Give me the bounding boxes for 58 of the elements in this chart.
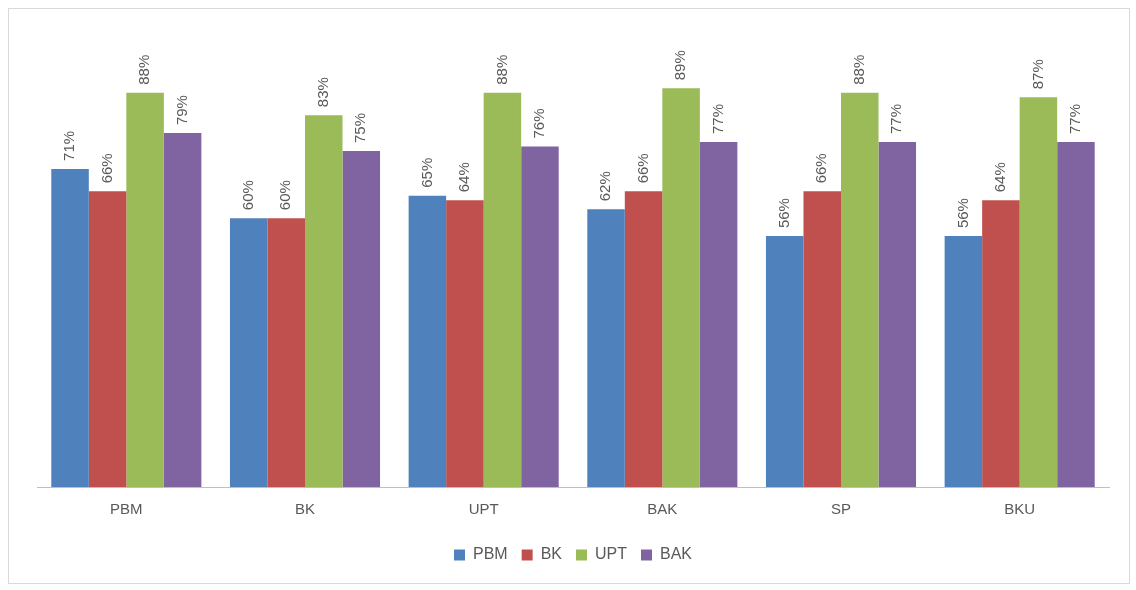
data-label: 60% [238, 180, 256, 211]
data-label: 66% [812, 153, 830, 184]
bar [1019, 97, 1058, 487]
bar [483, 92, 522, 487]
data-label: 79% [172, 95, 190, 126]
legend-label: BAK [660, 545, 693, 563]
x-tick-label: BK [294, 500, 316, 518]
data-label: 62% [596, 171, 614, 202]
x-tick-label: PBM [110, 500, 143, 518]
data-label: 88% [849, 54, 867, 85]
data-label: 75% [351, 112, 369, 143]
bar [126, 92, 164, 487]
legend-label: BK [540, 545, 563, 563]
x-tick-label: SP [830, 500, 852, 518]
bar [1057, 142, 1095, 487]
bar [662, 88, 700, 487]
data-label: 60% [276, 180, 294, 211]
bar [446, 200, 484, 487]
bar [765, 236, 804, 487]
data-label: 64% [991, 162, 1009, 193]
data-label: 89% [671, 50, 689, 81]
data-label: 65% [417, 157, 435, 188]
data-label: 76% [530, 108, 548, 139]
legend-label: UPT [595, 545, 628, 563]
data-label: 77% [708, 104, 726, 135]
bar [803, 191, 841, 487]
data-label: 77% [1066, 104, 1084, 135]
bar [521, 146, 559, 487]
x-tick-label: BAK [647, 500, 678, 518]
data-label: 87% [1028, 59, 1046, 90]
data-label: 77% [887, 104, 905, 135]
data-label: 56% [774, 198, 792, 229]
x-tick-label: BKU [1004, 500, 1036, 518]
bar [408, 195, 447, 487]
data-label: 66% [633, 153, 651, 184]
bar [944, 236, 983, 487]
data-label: 83% [313, 77, 331, 108]
bar [342, 151, 381, 487]
bar [624, 191, 663, 487]
bar [267, 218, 305, 487]
bar [163, 133, 202, 487]
x-tick-label: UPT [468, 500, 499, 518]
bar [699, 142, 738, 487]
bar [587, 209, 625, 487]
bar [88, 191, 127, 487]
data-label: 56% [953, 198, 971, 229]
bar [982, 200, 1020, 487]
bar [51, 168, 89, 487]
data-label: 88% [135, 54, 153, 85]
data-label: 88% [492, 54, 510, 85]
bar [841, 92, 879, 487]
bar [229, 218, 268, 487]
bar [305, 115, 343, 487]
data-label: 66% [97, 153, 115, 184]
data-label: 71% [60, 130, 78, 161]
legend-label: PBM [472, 545, 508, 563]
bar [878, 142, 917, 487]
data-label: 64% [455, 162, 473, 193]
